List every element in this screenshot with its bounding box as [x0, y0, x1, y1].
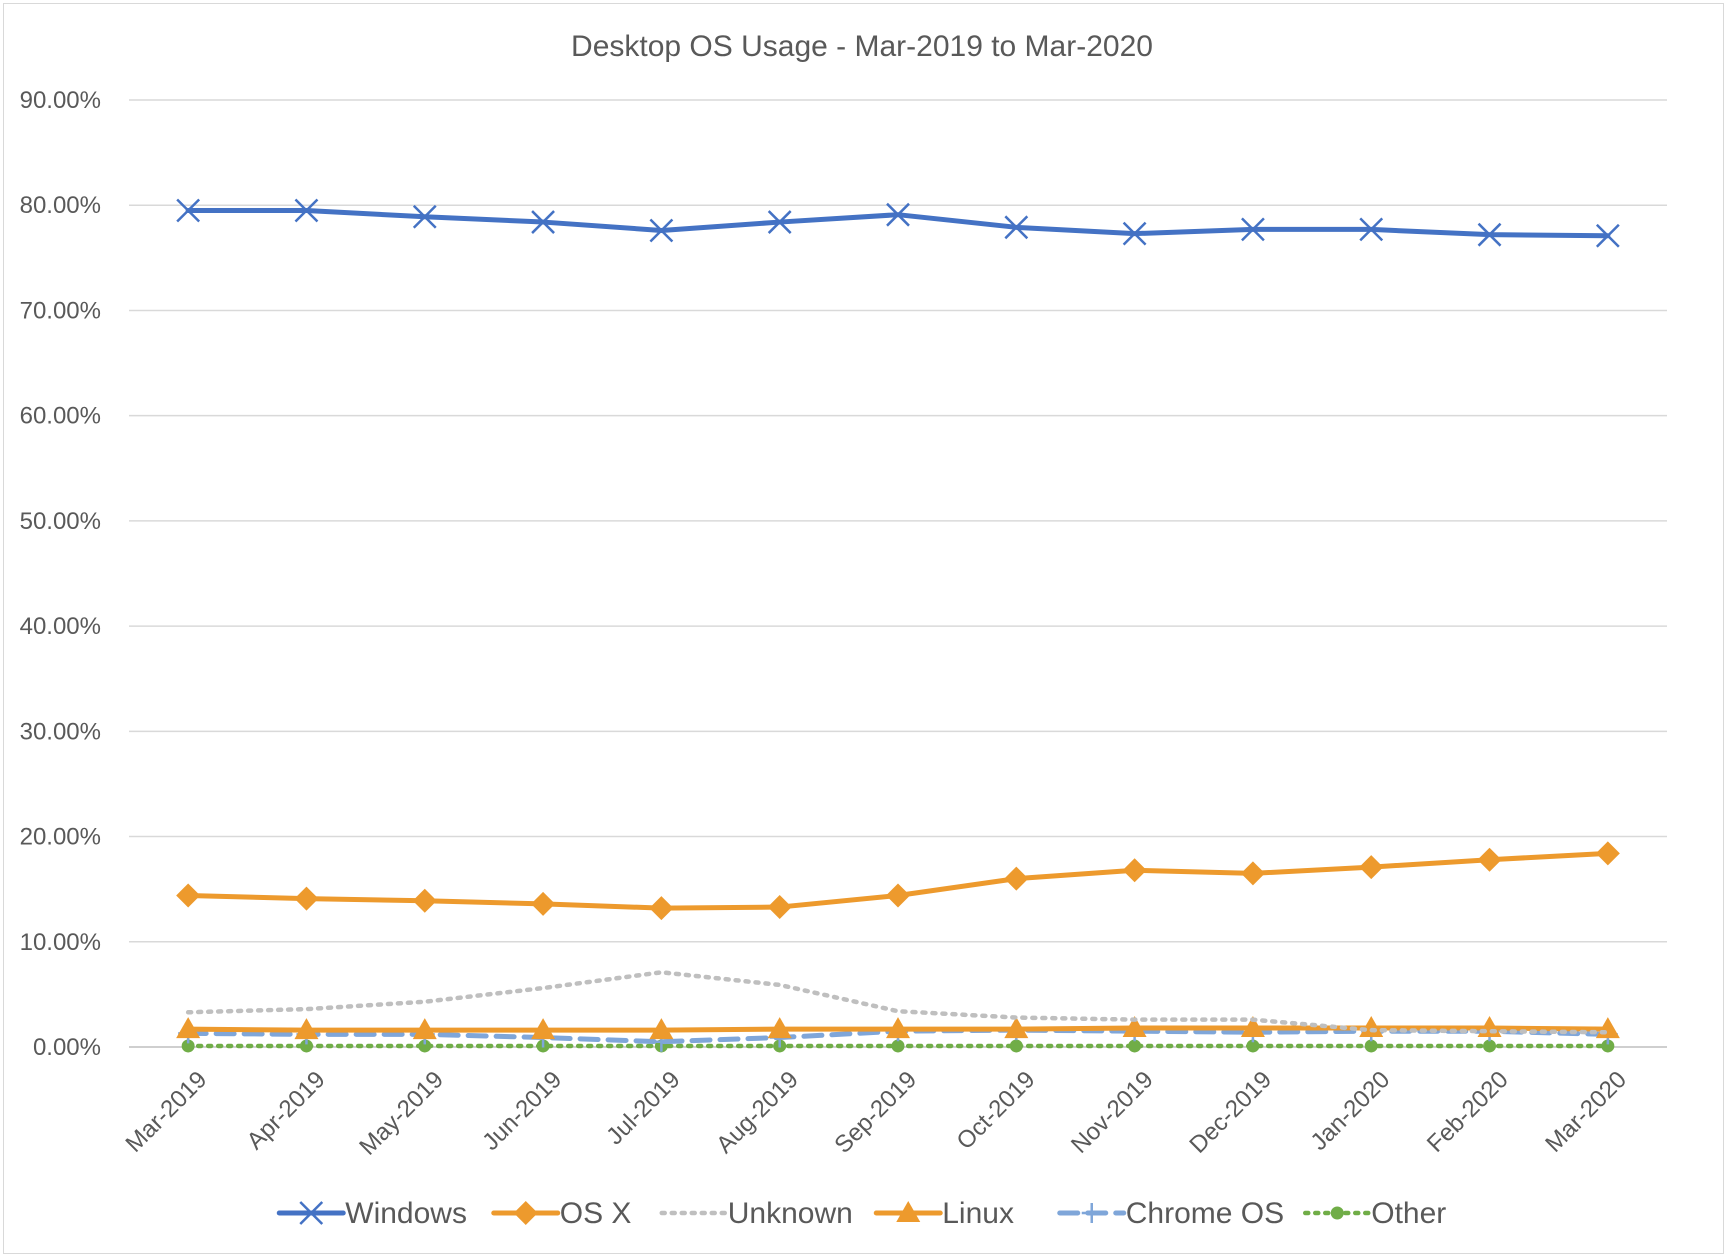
data-point-other — [299, 1039, 313, 1053]
y-tick-label: 70.00% — [20, 297, 101, 324]
x-tick-label: Dec-2019 — [1184, 1066, 1277, 1159]
data-point-linux — [294, 1018, 319, 1040]
data-point-os-x — [1122, 858, 1147, 883]
data-point-os-x — [1359, 855, 1384, 880]
x-tick-label: Mar-2019 — [121, 1066, 213, 1158]
legend-item-windows: Windows — [276, 1197, 467, 1230]
data-point-linux — [1004, 1017, 1029, 1039]
legend-marker — [513, 1201, 538, 1225]
legend-marker — [896, 1201, 921, 1222]
data-point-windows — [176, 198, 201, 223]
data-point-os-x — [1477, 847, 1502, 872]
data-point-os-x — [649, 896, 674, 921]
data-point-os-x — [767, 895, 792, 920]
y-tick-label: 0.00% — [33, 1034, 101, 1061]
data-point-other — [1364, 1039, 1378, 1053]
legend-marker — [299, 1201, 324, 1225]
series-windows — [176, 198, 1620, 248]
series-other — [181, 1039, 1615, 1053]
y-tick-label: 90.00% — [20, 87, 101, 114]
data-point-os-x — [886, 883, 910, 908]
y-tick-label: 60.00% — [20, 403, 101, 430]
data-point-other — [1009, 1039, 1023, 1053]
data-point-other — [1246, 1039, 1260, 1053]
x-tick-label: Sep-2019 — [829, 1066, 922, 1159]
x-tick-label: Jul-2019 — [601, 1066, 685, 1150]
x-tick-label: Jan-2020 — [1305, 1066, 1395, 1156]
legend-label: OS X — [560, 1197, 632, 1230]
data-point-other — [1601, 1039, 1615, 1053]
data-point-os-x — [1004, 866, 1029, 891]
data-point-windows — [1241, 217, 1265, 242]
legend-item-os-x: OS X — [491, 1197, 632, 1230]
gridlines — [129, 99, 1667, 943]
data-point-linux — [412, 1018, 437, 1040]
data-point-os-x — [294, 886, 319, 911]
data-point-windows — [1595, 223, 1620, 248]
series-os-x — [176, 841, 1620, 921]
y-tick-label: 40.00% — [20, 613, 101, 640]
series-group — [176, 198, 1620, 1053]
legend-item-linux: Linux — [873, 1197, 1014, 1230]
data-point-os-x — [1595, 841, 1620, 866]
data-point-os-x — [1240, 861, 1265, 886]
data-point-other — [1128, 1039, 1142, 1053]
x-tick-label: Feb-2020 — [1422, 1066, 1514, 1158]
y-tick-label: 80.00% — [20, 192, 101, 219]
y-tick-label: 30.00% — [20, 718, 101, 745]
y-tick-label: 50.00% — [20, 508, 101, 535]
x-tick-label: Nov-2019 — [1066, 1066, 1159, 1159]
y-tick-label: 20.00% — [20, 824, 101, 851]
y-axis-ticks: 0.00% 10.00% 20.00% 30.00% 40.00% 50.00% 60.00… — [20, 87, 101, 1061]
data-point-linux — [1240, 1016, 1265, 1038]
series-unknown — [185, 970, 1611, 1035]
data-point-windows — [649, 218, 674, 243]
data-point-windows — [1359, 217, 1384, 242]
data-point-other — [1483, 1039, 1497, 1053]
legend-label: Linux — [942, 1197, 1014, 1230]
data-point-os-x — [176, 883, 201, 908]
data-point-windows — [1122, 221, 1147, 246]
data-point-linux — [176, 1017, 201, 1039]
data-point-windows — [1004, 215, 1029, 240]
series-line-unknown — [185, 970, 1611, 1035]
data-point-other — [181, 1039, 195, 1053]
legend-label: Other — [1371, 1197, 1446, 1230]
legend-marker — [1330, 1206, 1344, 1220]
legend-item-chrome-os: Chrome OS — [1057, 1197, 1284, 1230]
legend-label: Windows — [345, 1197, 467, 1230]
data-point-other — [891, 1039, 905, 1053]
x-tick-label: Oct-2019 — [952, 1066, 1041, 1155]
data-point-linux — [767, 1017, 792, 1039]
data-point-linux — [886, 1017, 910, 1039]
x-tick-label: May-2019 — [354, 1066, 449, 1161]
legend-marker — [1081, 1203, 1102, 1223]
data-point-windows — [1477, 222, 1502, 247]
y-tick-label: 10.00% — [20, 929, 101, 956]
x-tick-label: Apr-2019 — [242, 1066, 331, 1155]
data-point-windows — [412, 204, 437, 229]
x-tick-label: Mar-2020 — [1540, 1066, 1632, 1158]
data-point-other — [418, 1039, 432, 1053]
data-point-os-x — [412, 888, 437, 913]
data-point-os-x — [531, 891, 556, 916]
data-point-linux — [1122, 1016, 1147, 1038]
chart-title: Desktop OS Usage - Mar-2019 to Mar-2020 — [571, 30, 1153, 63]
data-point-windows — [294, 198, 319, 223]
data-point-linux — [531, 1018, 556, 1040]
x-tick-label: Aug-2019 — [711, 1066, 804, 1159]
x-tick-label: Jun-2019 — [477, 1066, 567, 1156]
data-point-windows — [886, 202, 910, 227]
legend-label: Unknown — [728, 1197, 853, 1230]
data-point-linux — [649, 1018, 674, 1040]
legend-label: Chrome OS — [1126, 1197, 1284, 1230]
legend: Windows OS X Unknown Linux Chrome OS Other — [276, 1197, 1446, 1230]
data-point-windows — [767, 210, 792, 234]
data-point-windows — [531, 210, 555, 234]
legend-item-other: Other — [1303, 1197, 1446, 1230]
legend-item-unknown: Unknown — [659, 1197, 853, 1230]
x-axis-ticks: Mar-2019 Apr-2019 May-2019 Jun-2019 Jul-2019… — [121, 1066, 1632, 1161]
